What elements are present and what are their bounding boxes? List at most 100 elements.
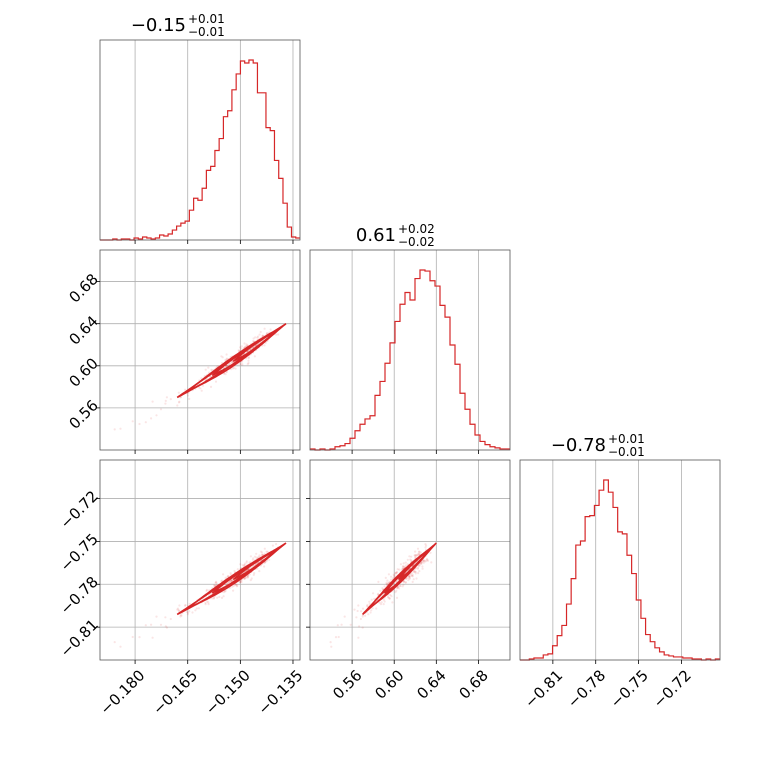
scatter-point bbox=[186, 611, 190, 614]
scatter-point bbox=[144, 421, 147, 424]
scatter-point bbox=[226, 575, 229, 578]
scatter-point bbox=[411, 575, 414, 578]
scatter-point bbox=[418, 552, 421, 555]
scatter-point bbox=[430, 561, 433, 564]
scatter-point bbox=[425, 558, 428, 561]
scatter-point bbox=[232, 366, 236, 369]
scatter-point bbox=[252, 557, 255, 560]
scatter-point bbox=[412, 570, 415, 574]
density-contour-2-3 bbox=[398, 549, 430, 581]
scatter-point bbox=[229, 580, 232, 583]
scatter-point bbox=[169, 617, 172, 621]
scatter-point bbox=[361, 607, 365, 610]
scatter-point bbox=[177, 391, 180, 394]
scatter-point bbox=[411, 580, 414, 584]
scatter-point bbox=[417, 572, 420, 575]
scatter-point bbox=[361, 626, 364, 629]
scatter-point bbox=[186, 613, 189, 616]
x-tick-label: −0.165 bbox=[149, 666, 201, 718]
scatter-point bbox=[213, 584, 216, 587]
y-tick-label: −0.72 bbox=[57, 487, 102, 532]
scatter-point bbox=[399, 584, 402, 588]
scatter-point bbox=[184, 388, 187, 391]
scatter-point bbox=[184, 604, 187, 607]
density-contour-2-0 bbox=[362, 542, 437, 616]
scatter-point bbox=[259, 550, 263, 553]
y-tick-label: −0.78 bbox=[57, 573, 102, 618]
scatter-point bbox=[420, 561, 423, 564]
scatter-point bbox=[243, 564, 246, 567]
y-tick-label: −0.81 bbox=[57, 616, 102, 661]
scatter-point bbox=[231, 360, 234, 364]
scatter-point bbox=[386, 595, 390, 599]
histogram-title-2: −0.78 +0.01−0.01 bbox=[551, 432, 645, 459]
scatter-point bbox=[177, 609, 181, 613]
scatter-point bbox=[429, 551, 432, 554]
scatter-point bbox=[164, 616, 167, 619]
scatter-point bbox=[249, 555, 252, 558]
scatter-point bbox=[408, 555, 411, 558]
scatter-point bbox=[195, 607, 198, 610]
title-lower-error: −0.01 bbox=[608, 445, 645, 459]
scatter-point bbox=[414, 556, 417, 559]
scatter-point bbox=[407, 575, 411, 578]
scatter-point bbox=[366, 603, 369, 607]
x-tick-label: −0.135 bbox=[254, 666, 306, 718]
scatter-point bbox=[246, 344, 249, 347]
panel-frame bbox=[99, 39, 301, 241]
scatter-point bbox=[228, 580, 231, 583]
scatter-point bbox=[387, 581, 390, 584]
scatter-point bbox=[421, 567, 424, 570]
scatter-point bbox=[388, 597, 391, 600]
title-lower-error: −0.01 bbox=[188, 25, 225, 39]
scatter-point bbox=[425, 544, 428, 547]
scatter-point bbox=[404, 581, 407, 584]
scatter-point bbox=[176, 607, 180, 610]
scatter-point bbox=[395, 589, 398, 592]
y-tick-label: 0.60 bbox=[65, 354, 101, 390]
scatter-point bbox=[416, 554, 419, 557]
scatter-point bbox=[225, 365, 228, 368]
x-tick-label: 0.64 bbox=[413, 666, 449, 702]
scatter-point bbox=[425, 559, 428, 562]
scatter-point bbox=[225, 358, 228, 361]
scatter-point bbox=[424, 546, 427, 549]
scatter-point bbox=[368, 600, 371, 603]
scatter-point bbox=[410, 574, 413, 577]
scatter-point bbox=[418, 570, 421, 573]
scatter-point bbox=[150, 623, 153, 626]
panel-frame bbox=[99, 249, 301, 451]
title-upper-error: +0.01 bbox=[608, 432, 645, 446]
scatter-point bbox=[225, 370, 228, 374]
scatter-point bbox=[365, 605, 369, 608]
scatter-point bbox=[204, 601, 207, 604]
scatter-point bbox=[379, 589, 382, 592]
scatter-point bbox=[215, 581, 218, 584]
scatter-point bbox=[416, 567, 419, 570]
scatter-point bbox=[414, 553, 417, 557]
scatter-point bbox=[396, 568, 399, 571]
scatter-point bbox=[383, 585, 386, 588]
scatter-point bbox=[413, 554, 416, 557]
scatter-point bbox=[209, 385, 213, 388]
density-contour-0-1 bbox=[187, 325, 284, 392]
scatter-point bbox=[423, 559, 426, 563]
scatter-point bbox=[330, 645, 333, 648]
scatter-point bbox=[254, 336, 257, 339]
scatter-point bbox=[410, 555, 413, 558]
scatter-point bbox=[240, 347, 243, 350]
scatter-point bbox=[176, 608, 179, 611]
scatter-point bbox=[380, 601, 383, 604]
scatter-point bbox=[224, 590, 227, 593]
scatter-point bbox=[359, 617, 362, 621]
scatter-point bbox=[410, 572, 413, 575]
scatter-point bbox=[268, 558, 271, 561]
scatter-point bbox=[232, 367, 235, 370]
scatter-point bbox=[275, 333, 278, 336]
scatter-point bbox=[416, 547, 420, 550]
scatter-point bbox=[204, 603, 207, 606]
scatter-point bbox=[419, 551, 422, 554]
scatter-point bbox=[230, 368, 233, 371]
scatter-point bbox=[194, 609, 197, 612]
scatter-point bbox=[151, 636, 154, 639]
